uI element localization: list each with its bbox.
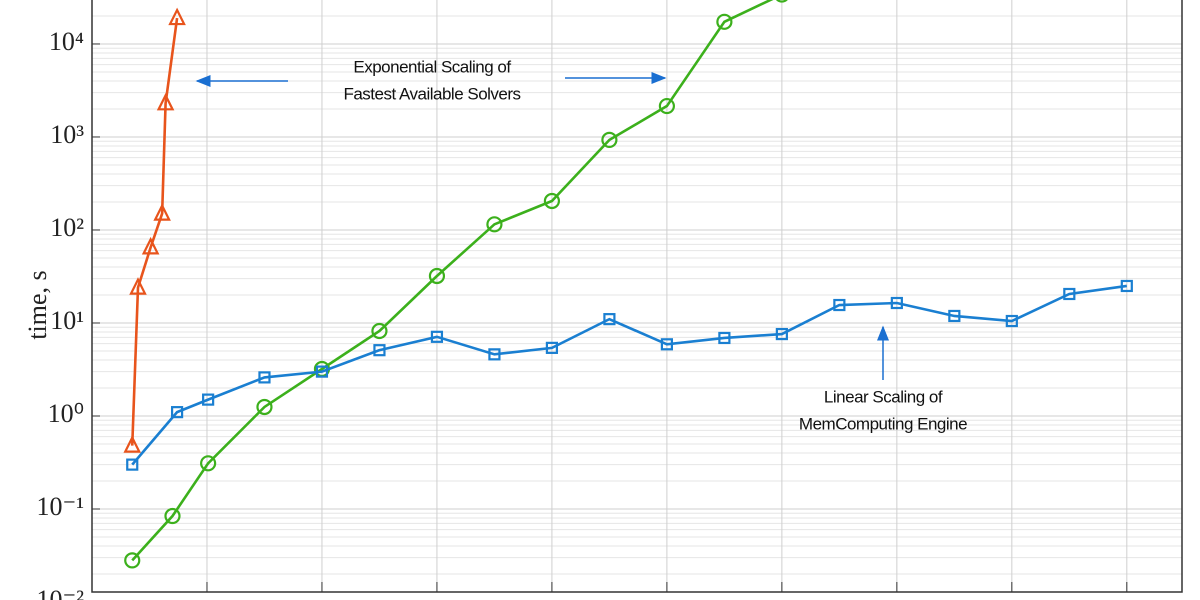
marker [256,398,273,416]
marker [123,435,142,453]
y-axis-label: time, s [23,270,52,339]
marker [168,7,186,26]
marker [315,365,329,378]
marker [716,13,733,30]
marker [488,348,501,361]
marker [658,97,675,115]
y-tick-label: 10³ [50,120,84,149]
marker [775,0,788,3]
marker [200,455,217,472]
annotation: MemComputing Engine [799,414,967,433]
marker [141,236,160,255]
annotation: Fastest Available Solvers [343,84,520,103]
marker [373,344,386,357]
marker [890,296,903,310]
series-line [130,17,179,446]
marker [660,338,673,351]
marker [1120,279,1133,293]
marker [129,277,147,295]
marker [601,131,618,149]
marker [775,327,788,341]
marker [543,192,561,210]
marker [486,216,503,233]
marker [170,406,184,419]
marker [545,341,559,354]
annotation: Linear Scaling of [824,387,943,406]
y-tick-label: 10⁻² [36,585,84,600]
plot-frame [91,0,1183,593]
y-tick-label: 10¹ [50,306,84,335]
y-tick-label: 10⁰ [48,399,84,428]
marker [718,331,731,345]
series-line [131,0,774,562]
marker [371,322,388,340]
marker [603,313,616,326]
marker [1063,287,1076,301]
y-tick-label: 10⁻¹ [36,492,84,521]
marker [428,267,446,285]
marker [164,507,181,525]
marker [153,203,171,221]
marker [833,298,846,312]
annotation: Exponential Scaling of [353,57,511,76]
marker [258,371,271,384]
y-tick-label: 10² [50,213,84,242]
plot [123,0,1133,569]
grid [91,0,1182,592]
series-line [131,284,1127,466]
marker [124,552,141,569]
marker [202,393,215,406]
marker [948,309,961,323]
marker [430,330,444,343]
marker [156,92,175,111]
y-tick-label: 10⁴ [49,27,84,56]
marker [1005,314,1018,328]
marker [126,458,139,471]
